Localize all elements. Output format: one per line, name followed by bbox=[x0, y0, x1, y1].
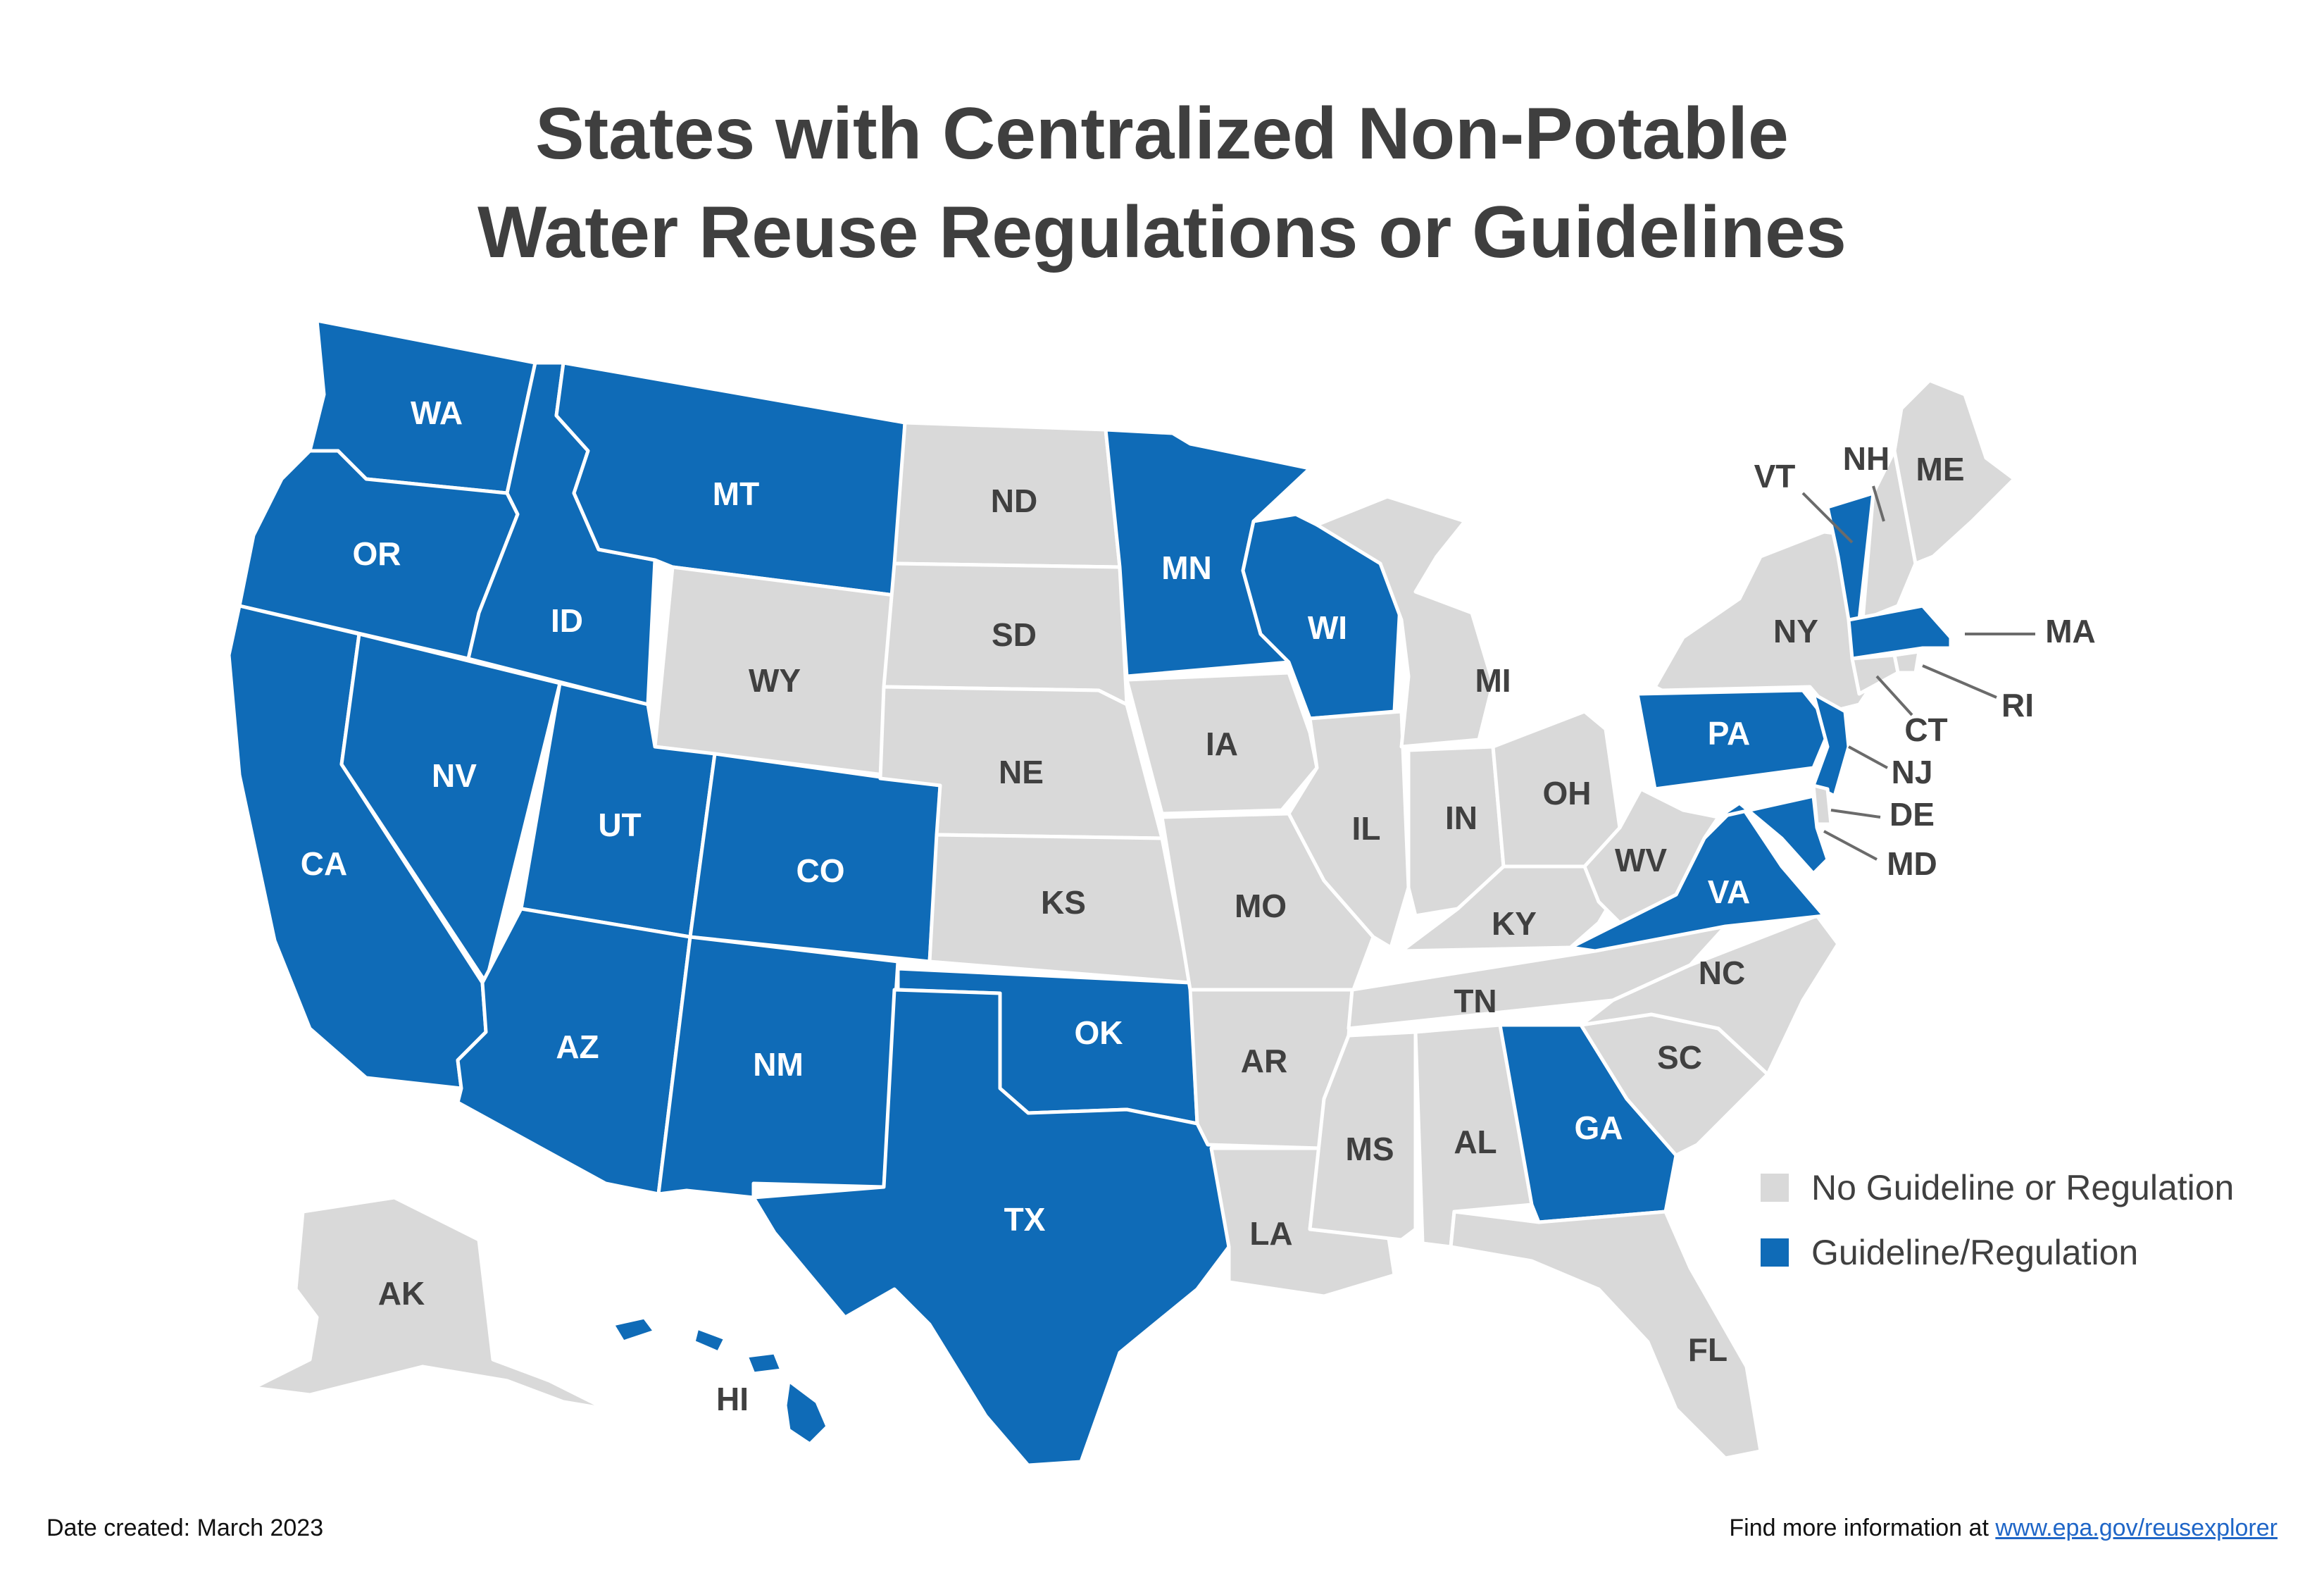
state-label-wy: WY bbox=[749, 662, 801, 699]
state-label-la: LA bbox=[1249, 1215, 1292, 1252]
state-mi bbox=[1315, 495, 1495, 749]
state-label-ms: MS bbox=[1346, 1131, 1394, 1167]
state-label-ar: AR bbox=[1241, 1043, 1287, 1079]
state-label-id: ID bbox=[551, 602, 583, 639]
legend-swatch-blue bbox=[1761, 1238, 1789, 1267]
state-label-hi: HI bbox=[716, 1381, 749, 1417]
legend: No Guideline or Regulation Guideline/Reg… bbox=[1761, 1155, 2234, 1285]
leader-nj bbox=[1848, 745, 1888, 769]
legend-swatch-gray bbox=[1761, 1174, 1789, 1202]
state-label-ky: KY bbox=[1492, 905, 1537, 942]
state-label-vt: VT bbox=[1754, 458, 1796, 495]
state-ct bbox=[1850, 653, 1900, 696]
state-label-ma: MA bbox=[2045, 613, 2096, 649]
state-md bbox=[1716, 794, 1830, 876]
state-label-tx: TX bbox=[1004, 1201, 1046, 1238]
state-label-md: MD bbox=[1887, 845, 1937, 882]
state-label-nm: NM bbox=[753, 1046, 804, 1083]
state-label-wa: WA bbox=[411, 394, 463, 431]
title-line-1: States with Centralized Non-Potable bbox=[535, 93, 1789, 175]
more-info: Find more information at www.epa.gov/reu… bbox=[1729, 1515, 2278, 1542]
state-label-il: IL bbox=[1352, 810, 1381, 847]
reusexplorer-link[interactable]: www.epa.gov/reusexplorer bbox=[1995, 1515, 2278, 1541]
state-fl bbox=[1449, 1210, 1763, 1460]
state-label-in: IN bbox=[1445, 800, 1478, 836]
state-label-mt: MT bbox=[713, 476, 759, 512]
state-label-fl: FL bbox=[1688, 1331, 1728, 1368]
legend-item-none: No Guideline or Regulation bbox=[1761, 1155, 2234, 1220]
state-label-mi: MI bbox=[1475, 662, 1511, 699]
state-label-va: VA bbox=[1708, 874, 1751, 910]
state-label-ga: GA bbox=[1575, 1110, 1623, 1146]
leader-de bbox=[1830, 809, 1881, 819]
state-label-wv: WV bbox=[1615, 842, 1667, 878]
state-label-ak: AK bbox=[378, 1275, 425, 1312]
state-label-or: OR bbox=[353, 535, 401, 572]
state-ny bbox=[1653, 530, 1868, 714]
state-shapes bbox=[227, 318, 2016, 1467]
leader-nh bbox=[1872, 485, 1885, 522]
state-label-ut: UT bbox=[598, 807, 641, 843]
state-label-nv: NV bbox=[432, 757, 477, 794]
state-label-mo: MO bbox=[1235, 888, 1287, 924]
state-label-nh: NH bbox=[1843, 440, 1889, 477]
state-label-ks: KS bbox=[1041, 884, 1086, 921]
state-pa bbox=[1635, 688, 1833, 791]
state-labels: WA OR CA NV ID MT WY UT CO AZ NM ND SD NE KS OK TX MN IA MO… bbox=[301, 394, 2096, 1417]
state-label-sd: SD bbox=[992, 616, 1037, 653]
state-nj bbox=[1811, 692, 1851, 798]
state-label-oh: OH bbox=[1543, 775, 1592, 812]
state-label-pa: PA bbox=[1708, 715, 1751, 752]
state-label-ok: OK bbox=[1075, 1014, 1123, 1051]
state-label-ny: NY bbox=[1773, 613, 1818, 649]
leader-ri bbox=[1922, 664, 1997, 699]
state-ak bbox=[251, 1195, 608, 1411]
state-tx bbox=[751, 988, 1231, 1467]
state-label-me: ME bbox=[1916, 451, 1965, 487]
state-me bbox=[1892, 378, 2016, 566]
state-hi bbox=[611, 1315, 830, 1446]
state-label-ct: CT bbox=[1904, 711, 1947, 748]
legend-label-guideline: Guideline/Regulation bbox=[1811, 1233, 2139, 1272]
state-il bbox=[1287, 709, 1411, 950]
state-label-nc: NC bbox=[1699, 955, 1745, 991]
leader-vt bbox=[1801, 492, 1854, 544]
state-label-ri: RI bbox=[2001, 687, 2034, 723]
leader-ct bbox=[1875, 675, 1913, 716]
state-label-mn: MN bbox=[1161, 549, 1212, 586]
state-label-ca: CA bbox=[301, 845, 347, 882]
state-label-ia: IA bbox=[1206, 726, 1238, 762]
state-label-de: DE bbox=[1889, 796, 1935, 833]
state-label-ne: NE bbox=[999, 754, 1044, 790]
state-label-nj: NJ bbox=[1892, 754, 1933, 790]
state-label-wi: WI bbox=[1308, 609, 1347, 646]
more-info-text: Find more information at bbox=[1729, 1515, 1996, 1541]
title-line-2: Water Reuse Regulations or Guidelines bbox=[477, 192, 1847, 273]
state-label-nd: ND bbox=[991, 483, 1037, 519]
state-label-sc: SC bbox=[1657, 1039, 1702, 1076]
legend-item-guideline: Guideline/Regulation bbox=[1761, 1220, 2234, 1285]
state-label-co: CO bbox=[796, 852, 845, 889]
state-nc bbox=[1579, 914, 1840, 1076]
leader-lines bbox=[1801, 485, 2035, 861]
leader-md bbox=[1823, 830, 1878, 861]
legend-label-none: No Guideline or Regulation bbox=[1811, 1168, 2235, 1207]
map-title: States with Centralized Non-Potable Wate… bbox=[0, 85, 2324, 282]
state-wv bbox=[1582, 787, 1720, 925]
state-label-az: AZ bbox=[556, 1028, 599, 1065]
date-created: Date created: March 2023 bbox=[46, 1515, 324, 1541]
state-label-tn: TN bbox=[1454, 983, 1497, 1019]
state-label-al: AL bbox=[1454, 1124, 1497, 1160]
